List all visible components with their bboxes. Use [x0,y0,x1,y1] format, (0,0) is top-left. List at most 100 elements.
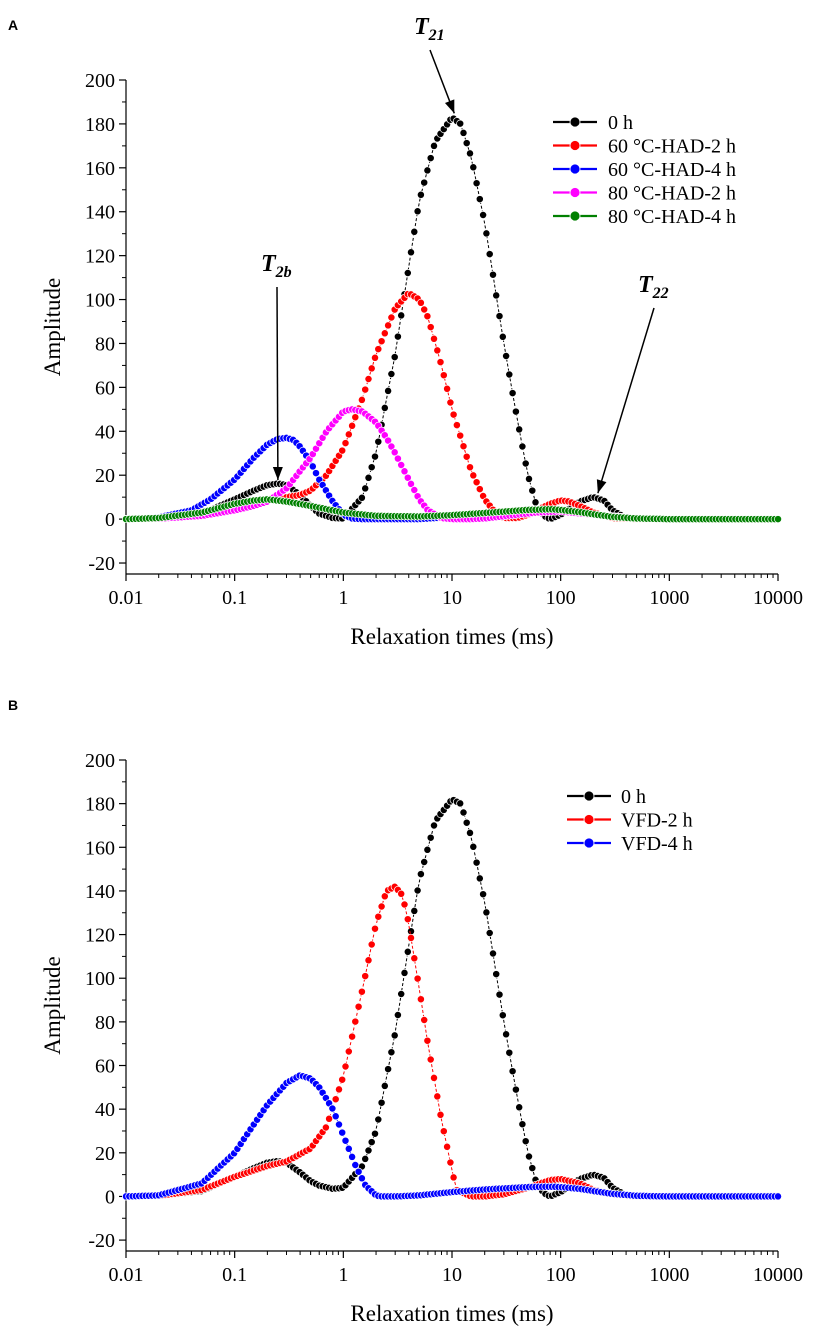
y-tick-label: 100 [85,290,115,312]
legend-marker [569,116,581,128]
data-point [436,358,445,367]
data-point [354,1167,363,1176]
data-point [321,1123,330,1132]
data-point [387,370,396,378]
data-point [335,1120,343,1129]
data-point [341,1136,350,1145]
y-tick-label: 100 [85,968,115,990]
data-point [331,1112,340,1121]
data-point [472,858,481,867]
data-point [423,1036,432,1045]
data-point [335,1085,343,1094]
data-point [525,474,533,483]
x-tick-label: 1000 [649,1264,689,1286]
annotation-t22: T22 [596,272,669,494]
y-tick-label: 200 [85,750,115,772]
data-point [384,436,393,445]
data-point [462,452,471,461]
x-tick-label: 0.01 [109,587,144,609]
data-point [390,1031,399,1040]
panel-letter-a: A [8,17,18,33]
y-tick-label: 20 [95,1143,115,1165]
data-point [344,430,353,439]
data-point [348,421,357,430]
data-point [361,1154,370,1163]
data-point [390,353,399,362]
data-point [521,1137,530,1146]
data-point [430,334,438,343]
data-point [498,332,507,341]
data-point [407,927,415,936]
data-point [351,1161,360,1169]
data-point [502,352,511,360]
data-point [416,298,425,307]
data-point [505,1048,514,1057]
data-point [479,890,488,899]
data-point [400,900,409,909]
y-tick-label: 180 [85,114,115,136]
data-point [338,1075,347,1084]
legend-label-80-c-had-4-h: 80 °C-HAD-4 h [608,206,736,228]
data-point [403,947,412,956]
data-point [426,323,435,332]
legend-marker [569,187,581,198]
data-point [518,442,527,451]
data-point [521,459,530,468]
data-point [387,313,396,322]
legend-label-60-c-had-4-h: 60 °C-HAD-4 h [608,159,736,181]
data-point [407,479,415,488]
data-point [357,493,366,502]
data-point [410,227,419,236]
data-point [407,248,415,257]
data-point [449,1173,458,1182]
legend-marker [583,814,595,825]
data-point [525,1152,533,1161]
legend-label-0-h: 0 h [608,112,633,134]
x-axis-title: Relaxation times (ms) [350,624,553,649]
data-point [472,179,481,188]
y-tick-label: -20 [88,553,115,575]
data-point [489,949,497,958]
data-point [479,211,488,219]
data-point [498,1011,507,1020]
annotation-arrow-shaft [276,286,279,480]
x-tick-label: 100 [546,1264,576,1286]
data-point [380,403,389,412]
data-point [511,407,520,416]
data-point [528,486,537,495]
y-tick-label: 120 [85,246,115,268]
data-point [328,1104,337,1113]
data-point [403,915,412,924]
data-point [364,375,373,383]
data-point [466,463,474,472]
data-point [390,448,399,457]
data-point [413,974,422,983]
data-point [331,1095,340,1104]
data-point [367,364,376,373]
data-point [416,870,425,879]
data-point [482,229,491,238]
data-point [482,908,491,917]
data-point [367,463,376,472]
data-point [384,1065,393,1074]
y-tick-label: 40 [95,421,115,443]
data-point [456,799,465,808]
data-point [361,484,370,493]
y-tick-label: 140 [85,202,115,224]
data-point [364,1146,373,1155]
legend-label-vfd-2-h: VFD-2 h [621,810,693,832]
data-point [423,312,432,321]
data-point [403,473,412,482]
data-point [410,486,419,494]
data-point [456,431,465,440]
y-tick-label: 140 [85,881,115,903]
data-point [423,166,432,175]
series-vfd-4-h [122,1071,782,1201]
data-point [364,956,373,965]
y-tick-label: 60 [95,377,115,399]
data-point [462,139,471,148]
data-point [351,413,360,422]
x-tick-label: 10000 [753,1264,803,1286]
